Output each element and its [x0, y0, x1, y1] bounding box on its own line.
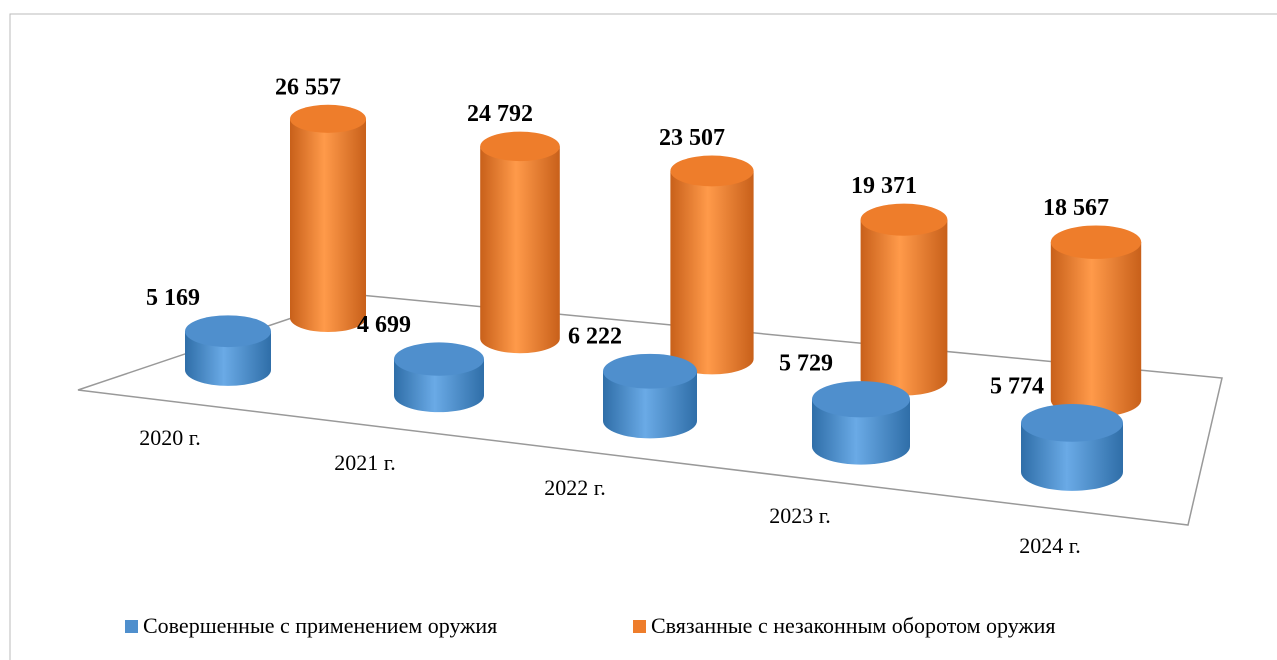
cylinder-body: [290, 118, 366, 333]
data-label: 4 699: [357, 312, 411, 338]
data-label: 24 792: [467, 101, 533, 127]
cylinder-top: [603, 353, 697, 389]
x-tick-label: 2020 г.: [139, 425, 201, 450]
cylinder-body: [1050, 242, 1142, 417]
cylinder-body: [1021, 422, 1123, 491]
x-tick-label: 2023 г.: [769, 503, 831, 528]
cylinder-top: [860, 203, 948, 236]
cylinder-top: [480, 131, 560, 162]
cylinder-top: [670, 155, 754, 187]
data-label: 18 567: [1043, 195, 1109, 221]
data-label: 23 507: [659, 125, 725, 151]
cylinder-body: [860, 219, 948, 396]
legend-label: Связанные с незаконным оборотом оружия: [651, 613, 1056, 638]
data-label: 5 169: [146, 285, 200, 311]
data-label: 5 729: [779, 351, 833, 377]
cylinder: [1021, 404, 1123, 491]
cylinder: [480, 131, 560, 354]
cylinder-top: [812, 381, 910, 418]
x-tick-label: 2022 г.: [544, 475, 606, 500]
cylinder-body: [603, 371, 697, 439]
cylinder-body: [812, 399, 910, 465]
cylinder: [603, 353, 697, 439]
data-label: 26 557: [275, 74, 341, 100]
legend-swatch: [125, 620, 138, 633]
cylinder-top: [185, 315, 271, 348]
frame: [9, 13, 1277, 660]
cylinder: [812, 381, 910, 465]
data-label: 5 774: [990, 374, 1044, 400]
cylinder: [860, 203, 948, 396]
cylinder: [290, 104, 366, 333]
legend-label: Совершенные с применением оружия: [143, 613, 497, 638]
data-label: 19 371: [851, 173, 917, 199]
cylinder: [185, 315, 271, 386]
data-label: 6 222: [568, 323, 622, 349]
x-tick-label: 2021 г.: [334, 450, 396, 475]
cylinder-top: [394, 342, 484, 376]
cylinder-body: [670, 170, 754, 375]
cylinder-top: [1050, 225, 1142, 259]
cylinder: [1050, 225, 1142, 417]
cylinder: [394, 342, 485, 413]
cylinder: [670, 155, 754, 375]
x-tick-label: 2024 г.: [1019, 533, 1081, 558]
cylinder-body: [480, 146, 560, 354]
cylinder-top: [290, 104, 366, 133]
legend-swatch: [633, 620, 646, 633]
cylinder-top: [1021, 404, 1123, 442]
